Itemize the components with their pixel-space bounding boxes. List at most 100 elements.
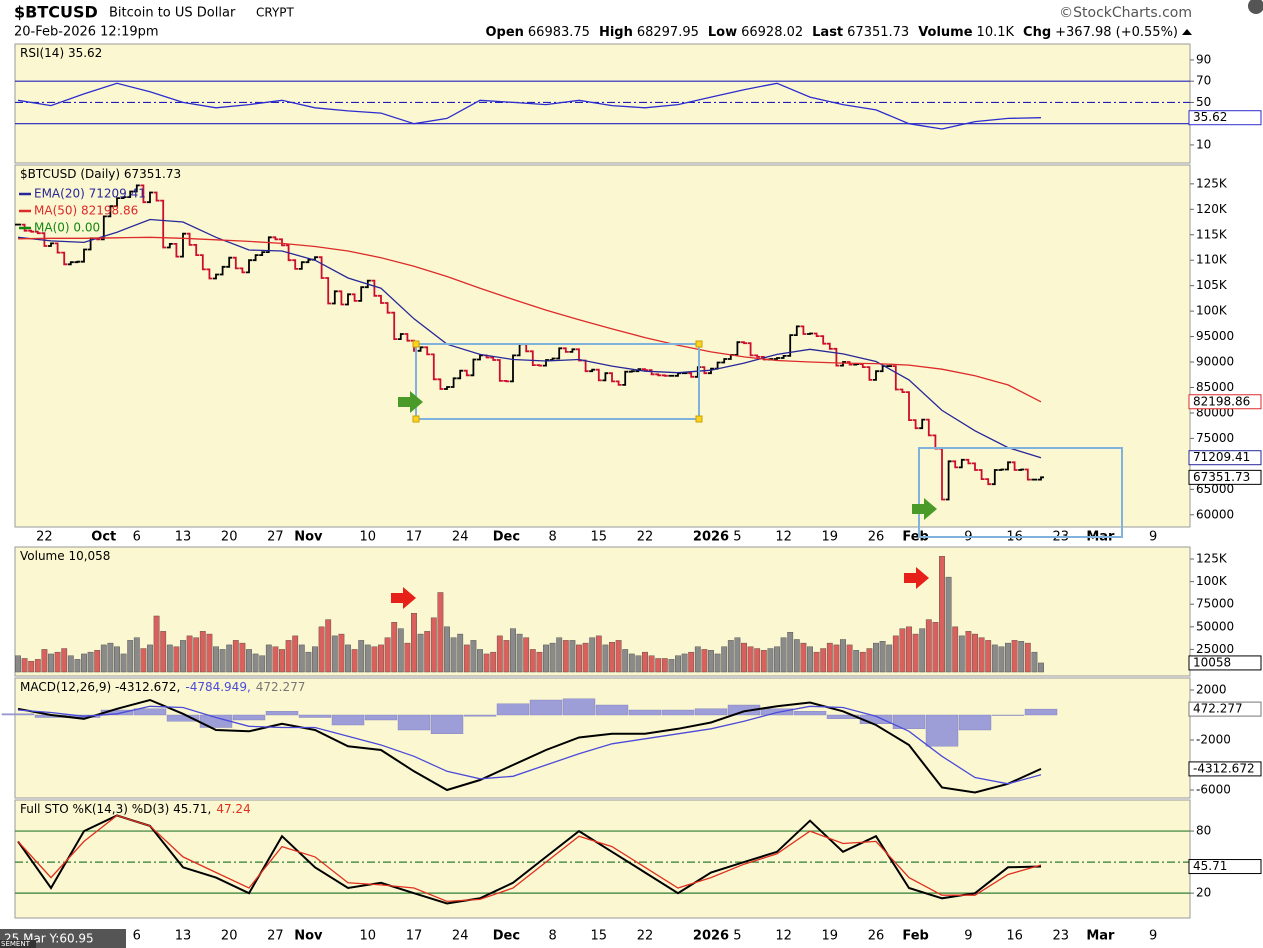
legend-entry: MA(0) 0.00 bbox=[34, 221, 100, 235]
y-tick-label: 90000 bbox=[1196, 355, 1234, 369]
volume-bar bbox=[199, 631, 206, 673]
price-bar bbox=[34, 230, 41, 235]
price-bar bbox=[833, 347, 840, 367]
volume-bar bbox=[259, 655, 266, 673]
volume-bar bbox=[239, 642, 246, 673]
price-bar bbox=[226, 256, 233, 268]
histogram-bar bbox=[727, 704, 761, 716]
volume-bar bbox=[694, 646, 701, 673]
volume-bar bbox=[701, 649, 708, 673]
box-handle bbox=[695, 340, 703, 348]
price-bar bbox=[595, 368, 602, 382]
panel-title: Volume 10,058 bbox=[20, 549, 110, 563]
quote-value: +367.98 (+0.55%) bbox=[1055, 25, 1178, 40]
volume-bar bbox=[595, 635, 602, 673]
x-tick-label: 13 bbox=[175, 530, 192, 545]
annotations bbox=[391, 340, 1123, 609]
volume-bar bbox=[826, 642, 833, 673]
volume-bar bbox=[457, 633, 464, 673]
volume-bar bbox=[265, 644, 272, 673]
overlay-line bbox=[17, 218, 1042, 459]
volume-bar bbox=[813, 651, 820, 673]
price-bar bbox=[985, 478, 992, 486]
volume-bar bbox=[510, 628, 516, 673]
volume-bar bbox=[147, 644, 153, 673]
x-tick-label: 8 bbox=[548, 929, 556, 944]
volume-bar bbox=[523, 637, 530, 673]
volume-bar bbox=[54, 651, 61, 673]
volume-bar bbox=[648, 655, 655, 673]
price-bar bbox=[688, 372, 695, 378]
price-bar bbox=[331, 290, 338, 305]
macd-line bbox=[17, 698, 1042, 794]
volume-bar bbox=[232, 640, 239, 673]
volume-bar bbox=[1018, 641, 1025, 673]
volume-bar bbox=[160, 631, 167, 673]
volume-bar bbox=[549, 642, 556, 673]
panel-title-part: 472.277 bbox=[256, 680, 306, 694]
green-arrow bbox=[398, 391, 423, 413]
price-bar bbox=[74, 260, 81, 264]
price-bar bbox=[199, 254, 206, 271]
box-handle bbox=[412, 415, 420, 423]
volume-bar bbox=[958, 635, 965, 673]
price-bar bbox=[945, 460, 952, 501]
volume-bar bbox=[516, 633, 523, 673]
x-tick-label: 12 bbox=[775, 929, 792, 944]
price-bar bbox=[133, 184, 140, 193]
volume-bar bbox=[589, 637, 596, 673]
quote-label: Low bbox=[708, 25, 737, 40]
x-tick-label: 10 bbox=[360, 530, 377, 545]
x-tick-label: 9 bbox=[964, 929, 972, 944]
y-tick-label: 110K bbox=[1196, 253, 1228, 267]
price-bar bbox=[800, 325, 807, 335]
volume-bar bbox=[133, 637, 140, 673]
volume-bar bbox=[107, 642, 114, 673]
price-bar bbox=[120, 196, 127, 199]
price-bar bbox=[391, 311, 398, 340]
x-tick-label: 9 bbox=[1149, 530, 1157, 545]
price-bar bbox=[708, 367, 714, 375]
price-bar bbox=[589, 368, 596, 373]
y-tick-label: 65000 bbox=[1196, 482, 1234, 496]
volume-bar bbox=[972, 633, 978, 673]
volume-bar bbox=[562, 640, 569, 673]
price-bar bbox=[496, 359, 503, 382]
volume-bar bbox=[727, 640, 734, 673]
price-bar bbox=[873, 370, 879, 381]
y-tick-label: 2000 bbox=[1196, 683, 1227, 697]
volume-bar bbox=[635, 655, 642, 673]
volume-bar bbox=[642, 651, 648, 673]
volume-bar bbox=[543, 644, 549, 673]
price-bar bbox=[965, 458, 972, 465]
x-tick-label: 6 bbox=[133, 530, 141, 545]
price-bar bbox=[648, 369, 655, 376]
price-bar bbox=[741, 341, 747, 345]
x-tick-label: Feb bbox=[902, 929, 928, 944]
x-tick-label: 8 bbox=[548, 530, 556, 545]
panel-background bbox=[14, 164, 1191, 528]
x-tick-label: 13 bbox=[175, 929, 192, 944]
price-bar bbox=[892, 365, 899, 391]
price-bar bbox=[193, 244, 200, 256]
histogram-bar bbox=[793, 711, 827, 716]
indicator-line bbox=[17, 82, 1042, 130]
y-tick-label: 10 bbox=[1196, 137, 1211, 151]
volume-bar bbox=[404, 642, 411, 673]
volume-bar bbox=[411, 613, 417, 673]
volume-bar bbox=[325, 619, 332, 673]
x-tick-label: 9 bbox=[1149, 929, 1157, 944]
price-bar bbox=[444, 386, 450, 390]
price-bar bbox=[153, 191, 160, 202]
volume-bar bbox=[741, 642, 747, 673]
volume-bar bbox=[873, 642, 879, 673]
current-value-box bbox=[1188, 859, 1262, 875]
panel-title-part: Volume 10,058 bbox=[20, 549, 110, 563]
price-bar bbox=[866, 366, 873, 381]
current-value-box bbox=[1188, 394, 1262, 410]
volume-bar bbox=[840, 639, 846, 673]
volume-bar bbox=[94, 650, 101, 673]
indicator-line bbox=[17, 814, 1042, 903]
price-bar bbox=[305, 258, 312, 264]
volume-bar bbox=[252, 653, 259, 673]
